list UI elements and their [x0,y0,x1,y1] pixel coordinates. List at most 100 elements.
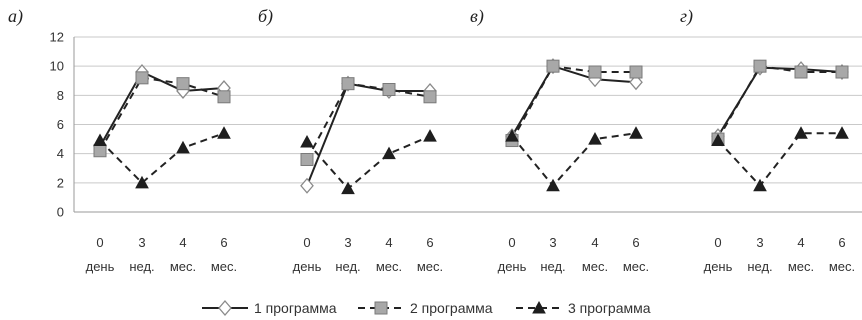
triangle-marker [835,126,849,139]
x-tick-label: мес. [211,259,237,274]
series-line [717,65,842,140]
triangle-marker [300,134,314,148]
x-tick-label: 3 [549,235,556,250]
x-tick-label: день [704,259,733,274]
x-tick-label: 0 [714,235,721,250]
panel-label: г) [680,6,693,27]
triangle-marker [135,175,149,189]
legend-label: 3 программа [568,300,651,316]
x-tick-label: 3 [756,235,763,250]
square-marker [753,59,767,73]
series-line [99,70,225,147]
x-tick-label: мес. [582,259,608,274]
triangle-marker [753,178,767,192]
series-line [717,66,843,137]
y-tick-label: 6 [57,117,64,132]
y-tick-label: 2 [57,175,64,190]
panel-4: г) 0 день 3 нед. 4 мес. 6 мес. [680,6,855,274]
triangle-marker [588,132,602,145]
series-line [306,135,431,191]
series-line [511,64,637,137]
triangle-marker [629,126,643,139]
square-marker [382,83,396,96]
triangle-marker [423,129,437,142]
x-tick-label: 0 [96,235,103,250]
x-tick-label: 4 [797,235,804,250]
diamond-marker [218,300,232,316]
diamond-marker [629,74,643,91]
panel-2: б) 0 день 3 нед. 4 мес. 6 мес. [258,6,443,274]
triangle-marker [93,133,107,147]
y-tick-label: 8 [57,88,64,103]
series-line [511,132,637,188]
series-line [99,76,225,152]
triangle-marker [505,129,519,142]
x-tick-label: мес. [623,259,649,274]
legend-label: 2 программа [410,300,493,316]
square-marker [300,153,314,166]
legend-label: 1 программа [254,300,337,316]
square-marker [835,65,849,79]
series-line [306,82,430,187]
x-tick-label: 6 [838,235,845,250]
square-marker [423,90,437,104]
triangle-marker [711,133,725,147]
y-tick-label: 12 [50,30,64,45]
square-marker [588,65,602,79]
square-marker [341,77,355,91]
series-line [717,132,842,188]
triangle-marker [217,126,231,139]
series-line [99,132,225,185]
x-tick-label: нед. [747,259,772,274]
legend: 1 программа 2 программа 3 программа [202,300,651,316]
panel-3: в) 0 день 3 нед. 4 мес. 6 мес. [470,6,649,274]
x-tick-label: 6 [220,235,227,250]
panel-label: в) [470,6,484,27]
x-tick-label: 0 [508,235,515,250]
x-tick-label: мес. [829,259,855,274]
x-tick-label: 3 [344,235,351,250]
triangle-marker [176,140,190,154]
x-tick-label: мес. [788,259,814,274]
panel-label: б) [258,6,273,27]
triangle-marker [532,300,546,314]
square-marker [546,59,560,73]
square-marker [135,71,149,85]
x-tick-label: 4 [385,235,392,250]
panel-1: а) 0 день 3 нед. 4 мес. 6 мес. [8,6,237,274]
x-tick-label: мес. [170,259,196,274]
x-tick-label: мес. [376,259,402,274]
square-marker [629,65,643,79]
x-tick-label: 6 [632,235,639,250]
series-line [511,65,636,142]
x-tick-label: день [293,259,322,274]
square-marker [374,301,388,315]
series-line [306,82,431,160]
x-tick-label: 4 [179,235,186,250]
x-tick-label: день [498,259,527,274]
triangle-marker [794,126,808,139]
x-tick-label: 0 [303,235,310,250]
square-marker [93,144,107,158]
y-tick-label: 4 [57,146,64,161]
diamond-marker [300,177,314,194]
triangle-marker [341,181,355,195]
x-tick-label: день [86,259,115,274]
panel-label: а) [8,6,23,27]
x-tick-label: 6 [426,235,433,250]
square-marker [217,90,231,104]
square-marker [794,65,808,79]
x-tick-label: 4 [591,235,598,250]
x-tick-label: мес. [417,259,443,274]
x-tick-label: нед. [129,259,154,274]
y-tick-label: 10 [50,59,64,74]
x-tick-label: 3 [138,235,145,250]
plot-area: 0 2 4 6 8 10 12 а) 0 день 3 нед. 4 мес. 6 мес. б) 0 день 3 н… [8,6,862,274]
triangle-marker [546,178,560,192]
x-tick-label: нед. [335,259,360,274]
y-tick-label: 0 [57,205,64,220]
x-tick-label: нед. [540,259,565,274]
triangle-marker [382,146,396,160]
square-marker [176,77,190,91]
